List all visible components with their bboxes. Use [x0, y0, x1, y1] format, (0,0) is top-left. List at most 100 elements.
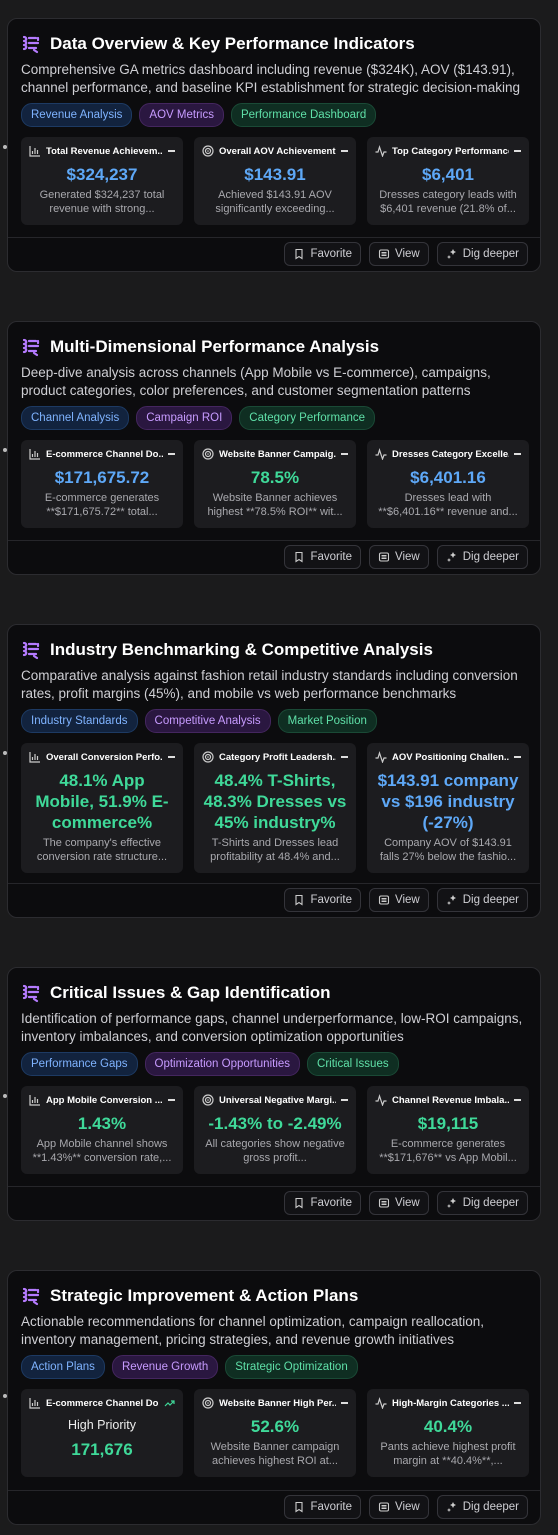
- button-label: View: [395, 1501, 420, 1513]
- action-button[interactable]: Dig deeper: [436, 545, 528, 569]
- dot: [3, 448, 7, 452]
- metric-icon: [29, 449, 40, 460]
- metric-text: App Mobile channel shows **1.43%** conve…: [32, 1138, 172, 1164]
- metric-header: Top Category Performance: [375, 144, 521, 158]
- metric-header: Channel Revenue Imbala...: [375, 1093, 521, 1107]
- button-icon: [378, 552, 390, 562]
- button-label: View: [395, 551, 420, 563]
- action-button[interactable]: Dig deeper: [436, 1191, 528, 1215]
- action-button[interactable]: Favorite: [284, 1191, 362, 1215]
- metric-header: Overall Conversion Perfo...: [29, 750, 175, 764]
- metric-value: $324,237: [66, 165, 138, 184]
- card-header: Industry Benchmarking & Competitive Anal…: [20, 639, 433, 661]
- metric-value: 78.5%: [250, 468, 300, 487]
- tag[interactable]: Optimization Opportunities: [144, 1052, 301, 1076]
- collapse-icon[interactable]: [168, 756, 175, 758]
- tag[interactable]: Channel Analysis: [21, 406, 130, 430]
- metric-text: The company's effective conversion rate …: [36, 837, 168, 863]
- tag[interactable]: Action Plans: [21, 1355, 105, 1379]
- action-button[interactable]: View: [369, 1495, 429, 1519]
- action-button[interactable]: View: [369, 888, 429, 912]
- action-button[interactable]: Favorite: [284, 242, 362, 266]
- button-icon: [378, 1502, 390, 1512]
- tag[interactable]: Revenue Growth: [111, 1355, 219, 1379]
- tag[interactable]: Market Position: [277, 709, 377, 733]
- collapse-icon[interactable]: [341, 150, 348, 152]
- metric-label: E-commerce Channel Do...: [46, 448, 163, 460]
- metric-header: E-commerce Channel Do...: [29, 1396, 175, 1410]
- metric-header: High-Margin Categories ...: [375, 1396, 521, 1410]
- tag[interactable]: Category Performance: [239, 406, 375, 430]
- tag[interactable]: Strategic Optimization: [225, 1355, 358, 1379]
- button-label: Dig deeper: [462, 1197, 519, 1209]
- action-button[interactable]: View: [369, 1191, 429, 1215]
- action-button[interactable]: Favorite: [284, 1495, 362, 1519]
- metric-label: Universal Negative Margi...: [219, 1094, 336, 1106]
- divider: [8, 237, 540, 238]
- metric-label: Overall AOV Achievement: [219, 145, 336, 157]
- tag[interactable]: Performance Dashboard: [230, 103, 377, 127]
- metric-card: High-Margin Categories ... 40.4% Pants ach…: [367, 1389, 529, 1477]
- collapse-icon[interactable]: [514, 453, 521, 455]
- metric-text: E-commerce generates **$171,676** vs App…: [379, 1138, 517, 1164]
- action-button[interactable]: Favorite: [284, 545, 362, 569]
- action-button[interactable]: View: [369, 545, 429, 569]
- metric-card: AOV Positioning Challen... $143.91 compan…: [367, 743, 529, 873]
- action-bar: Favorite View Dig deeper: [284, 545, 528, 569]
- collapse-icon[interactable]: [341, 453, 348, 455]
- dot: [3, 145, 7, 149]
- collapse-icon[interactable]: [168, 150, 175, 152]
- button-icon: [295, 551, 304, 563]
- collapse-icon[interactable]: [168, 1099, 175, 1101]
- collapse-icon[interactable]: [514, 1099, 521, 1101]
- metric-list: Total Revenue Achievem... $324,237 Generat…: [21, 137, 529, 225]
- metric-card: Website Banner Campaig... 78.5% Website Ba…: [194, 440, 356, 528]
- collapse-icon[interactable]: [341, 1099, 348, 1101]
- action-button[interactable]: Dig deeper: [436, 242, 528, 266]
- metric-icon: [202, 751, 214, 763]
- action-button[interactable]: Dig deeper: [436, 1495, 528, 1519]
- tag[interactable]: Campaign ROI: [136, 406, 233, 430]
- tag[interactable]: Revenue Analysis: [21, 103, 133, 127]
- section-description: Comparative analysis against fashion ret…: [21, 668, 518, 701]
- collapse-icon[interactable]: [168, 453, 175, 455]
- collapse-icon[interactable]: [514, 756, 521, 758]
- action-button[interactable]: Favorite: [284, 888, 362, 912]
- metric-header: E-commerce Channel Do...: [29, 447, 175, 461]
- metric-icon: [202, 145, 214, 157]
- tag[interactable]: Industry Standards: [21, 709, 138, 733]
- button-label: Favorite: [310, 551, 353, 563]
- metric-label: Total Revenue Achievem...: [46, 145, 163, 157]
- tag[interactable]: Critical Issues: [307, 1052, 399, 1076]
- collapse-icon[interactable]: [514, 1402, 521, 1404]
- action-bar: Favorite View Dig deeper: [284, 1495, 528, 1519]
- section-title: Industry Benchmarking & Competitive Anal…: [50, 640, 433, 659]
- metric-card: Overall AOV Achievement $143.91 Achieved $…: [194, 137, 356, 225]
- metric-label: E-commerce Channel Do...: [46, 1397, 159, 1409]
- collapse-icon[interactable]: [341, 756, 348, 758]
- tag-list: Performance Gaps Optimization Opportuniti…: [21, 1052, 399, 1076]
- tag-list: Revenue Analysis AOV Metrics Performance D…: [21, 103, 377, 127]
- section-description: Actionable recommendations for channel o…: [21, 1314, 485, 1347]
- action-button[interactable]: View: [369, 242, 429, 266]
- dot: [3, 1094, 7, 1098]
- metric-text: All categories show negative gross profi…: [205, 1138, 345, 1164]
- metric-header: Universal Negative Margi...: [202, 1093, 348, 1107]
- button-icon: [295, 1197, 304, 1209]
- tag[interactable]: AOV Metrics: [139, 103, 224, 127]
- metric-icon: [375, 448, 387, 460]
- collapse-icon[interactable]: [514, 150, 521, 152]
- metric-value: 40.4%: [423, 1417, 473, 1436]
- metric-value: -1.43% to -2.49%: [208, 1114, 342, 1133]
- tag[interactable]: Competitive Analysis: [144, 709, 271, 733]
- section-description: Deep-dive analysis across channels (App …: [21, 365, 491, 398]
- metric-value: $19,115: [417, 1114, 479, 1133]
- metric-list: E-commerce Channel Do... High Priority 171…: [21, 1389, 529, 1477]
- metric-header: AOV Positioning Challen...: [375, 750, 521, 764]
- button-icon: [446, 1502, 456, 1512]
- action-button[interactable]: Dig deeper: [436, 888, 528, 912]
- collapse-icon[interactable]: [341, 1402, 348, 1404]
- tag[interactable]: Performance Gaps: [21, 1052, 138, 1076]
- metric-value: 52.6%: [250, 1417, 300, 1436]
- tag-list: Action Plans Revenue Growth Strategic Opti…: [21, 1355, 358, 1379]
